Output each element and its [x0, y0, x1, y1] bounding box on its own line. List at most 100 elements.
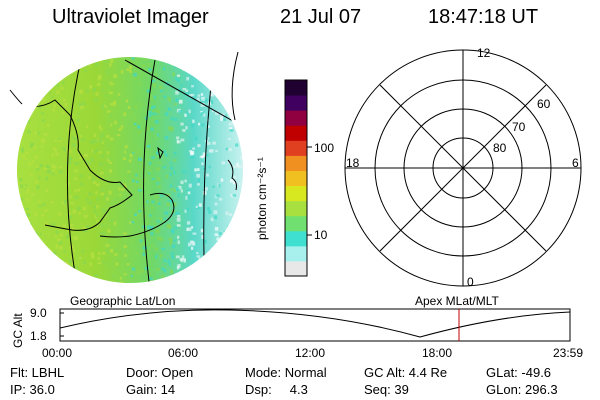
speckle	[168, 108, 172, 111]
speckle	[159, 254, 163, 258]
speckle	[183, 68, 186, 72]
date-label: 21 Jul 07	[280, 6, 362, 28]
speckle	[51, 95, 54, 98]
speckle	[186, 76, 190, 81]
speckle	[47, 123, 50, 127]
speckle	[147, 171, 151, 175]
speckle	[134, 114, 137, 118]
speckle	[90, 252, 94, 256]
speckle	[171, 230, 175, 234]
speckle	[149, 94, 152, 98]
speckle	[188, 94, 193, 97]
speckle	[240, 156, 243, 160]
speckle	[210, 274, 214, 278]
speckle	[155, 254, 158, 259]
speckle	[41, 140, 45, 144]
speckle	[227, 138, 232, 141]
speckle	[65, 65, 70, 70]
speckle	[154, 73, 158, 76]
speckle	[173, 117, 178, 122]
speckle	[176, 218, 181, 222]
speckle	[139, 239, 143, 243]
speckle	[214, 269, 218, 273]
speckle	[99, 162, 103, 167]
speckle	[22, 65, 27, 70]
speckle	[213, 215, 218, 220]
speckle	[150, 109, 154, 112]
meridian-line	[66, 57, 83, 283]
speckle	[79, 275, 82, 279]
speckle	[218, 85, 223, 90]
speckle	[54, 165, 57, 169]
speckle	[202, 263, 206, 267]
speckle	[95, 183, 100, 186]
speckle	[191, 278, 196, 282]
speckle	[169, 162, 172, 165]
speckle	[123, 150, 127, 154]
speckle	[36, 61, 39, 66]
speckle	[26, 213, 31, 217]
speckle	[208, 210, 212, 214]
speckle	[210, 217, 214, 222]
speckle	[180, 83, 183, 87]
speckle	[198, 203, 202, 207]
speckle	[82, 102, 86, 106]
speckle	[101, 232, 106, 236]
speckle	[46, 169, 49, 173]
speckle	[144, 215, 148, 218]
speckle	[201, 123, 205, 127]
speckle	[78, 212, 81, 215]
speckle	[51, 223, 55, 227]
speckle	[201, 96, 205, 101]
speckle	[197, 144, 201, 148]
speckle	[151, 156, 156, 159]
color-scale-gradient	[285, 80, 307, 277]
app-title: Ultraviolet Imager	[52, 6, 209, 28]
speckle	[63, 249, 66, 253]
speckle	[170, 187, 173, 191]
speckle	[223, 264, 228, 268]
speckle	[120, 190, 123, 195]
speckle	[208, 165, 211, 169]
speckle	[78, 102, 82, 106]
speckle	[225, 269, 229, 272]
speckle	[156, 109, 160, 113]
speckle	[96, 149, 100, 152]
speckle	[92, 177, 95, 182]
speckle	[96, 138, 100, 142]
speckle	[108, 161, 113, 164]
speckle	[88, 192, 92, 196]
speckle	[101, 106, 106, 110]
speckle	[227, 225, 232, 229]
speckle	[220, 80, 223, 83]
speckle	[25, 80, 30, 85]
speckle	[71, 248, 76, 253]
speckle	[18, 224, 22, 227]
speckle	[173, 239, 176, 243]
speckle	[225, 57, 229, 60]
speckle	[56, 83, 59, 88]
speckle	[185, 126, 188, 130]
speckle	[185, 195, 188, 200]
speckle	[17, 180, 20, 184]
speckle	[206, 153, 209, 157]
speckle	[225, 61, 230, 65]
speckle	[77, 112, 80, 115]
speckle	[94, 98, 98, 102]
speckle	[69, 224, 74, 227]
speckle	[107, 157, 112, 160]
speckle	[84, 69, 88, 73]
speckle	[68, 149, 72, 154]
speckle	[19, 266, 23, 269]
speckle	[81, 279, 84, 283]
speckle	[48, 255, 52, 259]
speckle	[39, 232, 42, 236]
color-scale-band	[285, 110, 307, 126]
speckle	[44, 221, 48, 226]
speckle	[139, 183, 142, 187]
speckle	[202, 113, 206, 117]
coastline	[19, 99, 133, 231]
speckle	[32, 160, 35, 163]
speckle	[146, 63, 151, 66]
speckle	[228, 112, 231, 116]
